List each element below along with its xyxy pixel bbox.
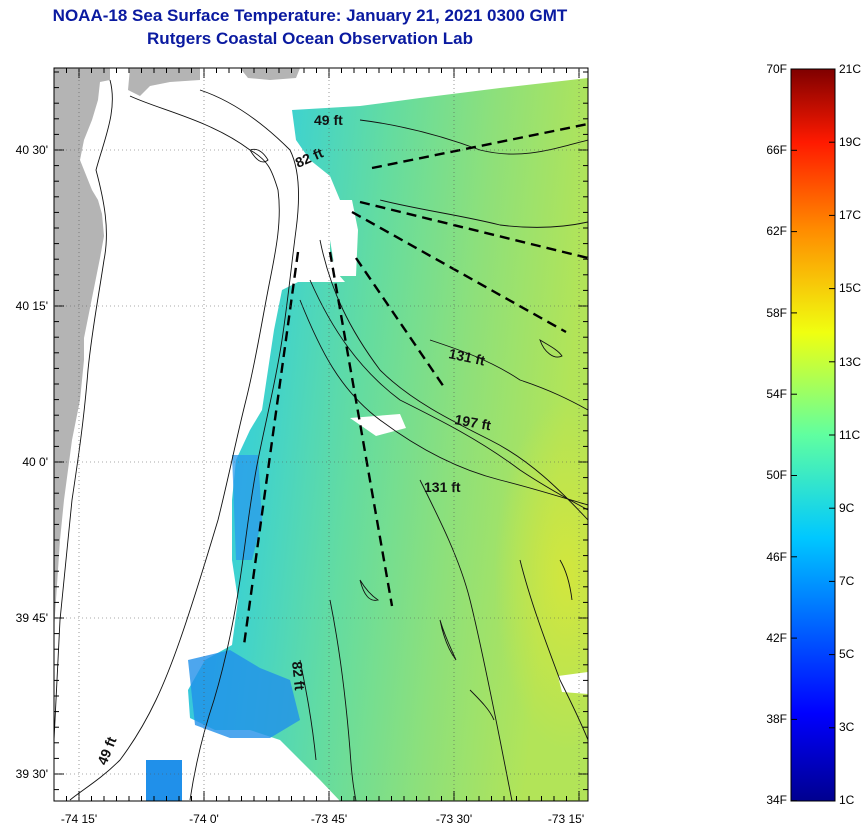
colorbar-f-label: 70F [766, 62, 787, 76]
colorbar-c-label: 5C [839, 647, 855, 661]
depth-label-197ft: 197 ft [453, 411, 492, 433]
colorbar-c-label: 13C [839, 355, 861, 369]
transect-lines [242, 122, 588, 646]
land-mass [54, 68, 110, 630]
map-plot-area: 49 ft 82 ft 131 ft 197 ft 131 ft 82 ft 4… [54, 68, 588, 801]
colorbar-gradient [790, 68, 836, 802]
colorbar-f-label: 50F [766, 468, 787, 482]
map-subtitle: Rutgers Coastal Ocean Observation Lab [147, 29, 473, 48]
lon-tick-label: -74 15' [61, 812, 97, 826]
lon-tick-label: -73 15' [548, 812, 584, 826]
latitude-axis: 40 30' 40 15' 40 0' 39 45' 39 30' [16, 143, 588, 781]
cloud-gap [330, 200, 358, 276]
bathymetry-contours [54, 79, 588, 801]
colorbar-f-label: 38F [766, 712, 787, 726]
lat-tick-label: 40 0' [22, 455, 48, 469]
lat-tick-label: 40 15' [16, 299, 48, 313]
colorbar-c-label: 1C [839, 793, 855, 807]
map-frame [53, 67, 589, 802]
colorbar-ticks [791, 68, 835, 802]
lon-tick-label: -73 45' [311, 812, 347, 826]
cloud-gap-2 [350, 414, 406, 436]
sst-cold-patch [188, 650, 300, 738]
colorbar-f-label: 58F [766, 306, 787, 320]
land-patch-north-2 [240, 68, 300, 80]
colorbar-c-label: 15C [839, 281, 861, 295]
land-patch-north [128, 68, 200, 96]
colorbar-c-label: 21C [839, 62, 861, 76]
colorbar-c-label: 11C [839, 428, 860, 442]
colorbar-c-label: 19C [839, 135, 861, 149]
lon-tick-label: -74 0' [189, 812, 219, 826]
colorbar-f-label: 42F [766, 631, 787, 645]
depth-label-131ft-central: 131 ft [447, 345, 486, 368]
depth-label-49ft-north: 49 ft [314, 112, 343, 128]
minor-ticks [53, 68, 588, 801]
depth-label-131ft-south: 131 ft [424, 479, 461, 495]
colorbar-c-label: 3C [839, 720, 855, 734]
colorbar-f-label: 34F [766, 793, 787, 807]
map-title: NOAA-18 Sea Surface Temperature: January… [52, 6, 568, 25]
sst-warm-region [380, 300, 588, 801]
colorbar-c-label: 9C [839, 501, 855, 515]
colorbar-f-label: 62F [766, 224, 787, 238]
sst-cold-patch-3 [146, 760, 182, 801]
depth-label-82ft-south: 82 ft [289, 661, 308, 692]
lat-tick-label: 39 30' [16, 767, 48, 781]
temperature-colorbar: 70F 66F 62F 58F 54F 50F 46F 42F 38F 34F … [766, 62, 861, 807]
cloud-gap-3 [558, 672, 588, 694]
colorbar-f-label: 66F [766, 143, 787, 157]
lon-tick-label: -73 30' [436, 812, 472, 826]
colorbar-f-label: 54F [766, 387, 787, 401]
colorbar-c-label: 7C [839, 574, 855, 588]
colorbar-c-label: 17C [839, 208, 861, 222]
colorbar-f-label: 46F [766, 550, 787, 564]
longitude-axis: -74 15' -74 0' -73 45' -73 30' -73 15' [61, 68, 584, 826]
lat-tick-label: 39 45' [16, 611, 48, 625]
lat-tick-label: 40 30' [16, 143, 48, 157]
